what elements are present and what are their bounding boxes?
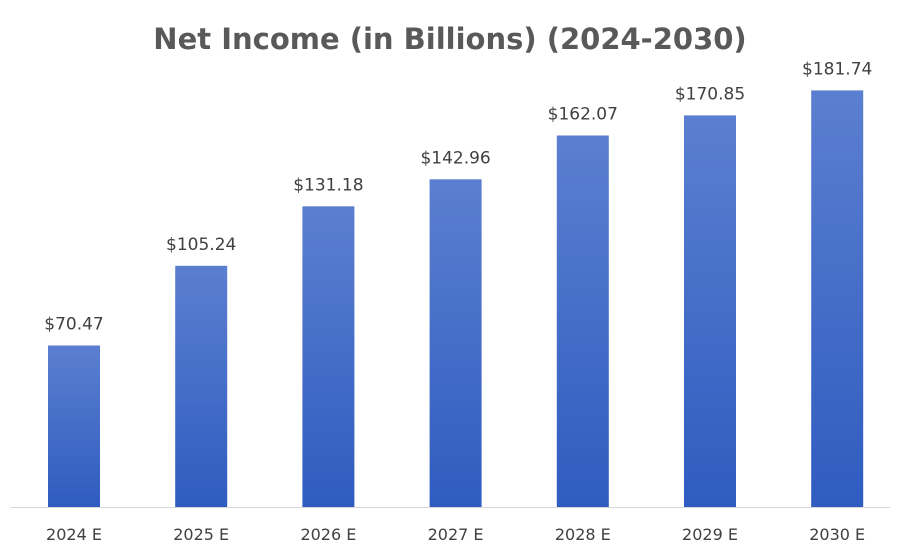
data-label: $105.24: [166, 235, 236, 255]
bar-2027-e: [429, 179, 482, 508]
x-tick-label: 2028 E: [555, 525, 611, 544]
bar-2026-e: [302, 206, 355, 508]
data-label: $170.85: [675, 84, 745, 104]
x-tick-label: 2030 E: [809, 525, 865, 544]
chart-title: Net Income (in Billions) (2024-2030): [153, 22, 747, 56]
x-tick-label: 2029 E: [682, 525, 738, 544]
data-label: $131.18: [293, 175, 363, 195]
data-label: $70.47: [44, 315, 103, 335]
bar-2025-e: [175, 265, 228, 507]
data-label: $162.07: [548, 105, 618, 125]
bar-2024-e: [48, 345, 100, 507]
x-tick-label: 2025 E: [173, 525, 229, 544]
bar-2028-e: [556, 135, 609, 507]
data-label: $142.96: [420, 148, 490, 168]
x-tick-label: 2027 E: [428, 525, 484, 544]
bar-2029-e: [684, 115, 736, 508]
data-label: $181.74: [802, 59, 872, 79]
data-labels-layer: $70.47 $105.24 $131.18 $142.96 $162.07 $170.8…: [44, 59, 872, 334]
x-tick-label: 2026 E: [300, 525, 356, 544]
x-tick-label: 2024 E: [46, 525, 102, 544]
bar-2030-e: [811, 90, 864, 508]
x-tick-labels-layer: 2024 E 2025 E 2026 E 2027 E 2028 E 2029 E 2030…: [46, 525, 865, 544]
bars-layer: [48, 90, 864, 508]
